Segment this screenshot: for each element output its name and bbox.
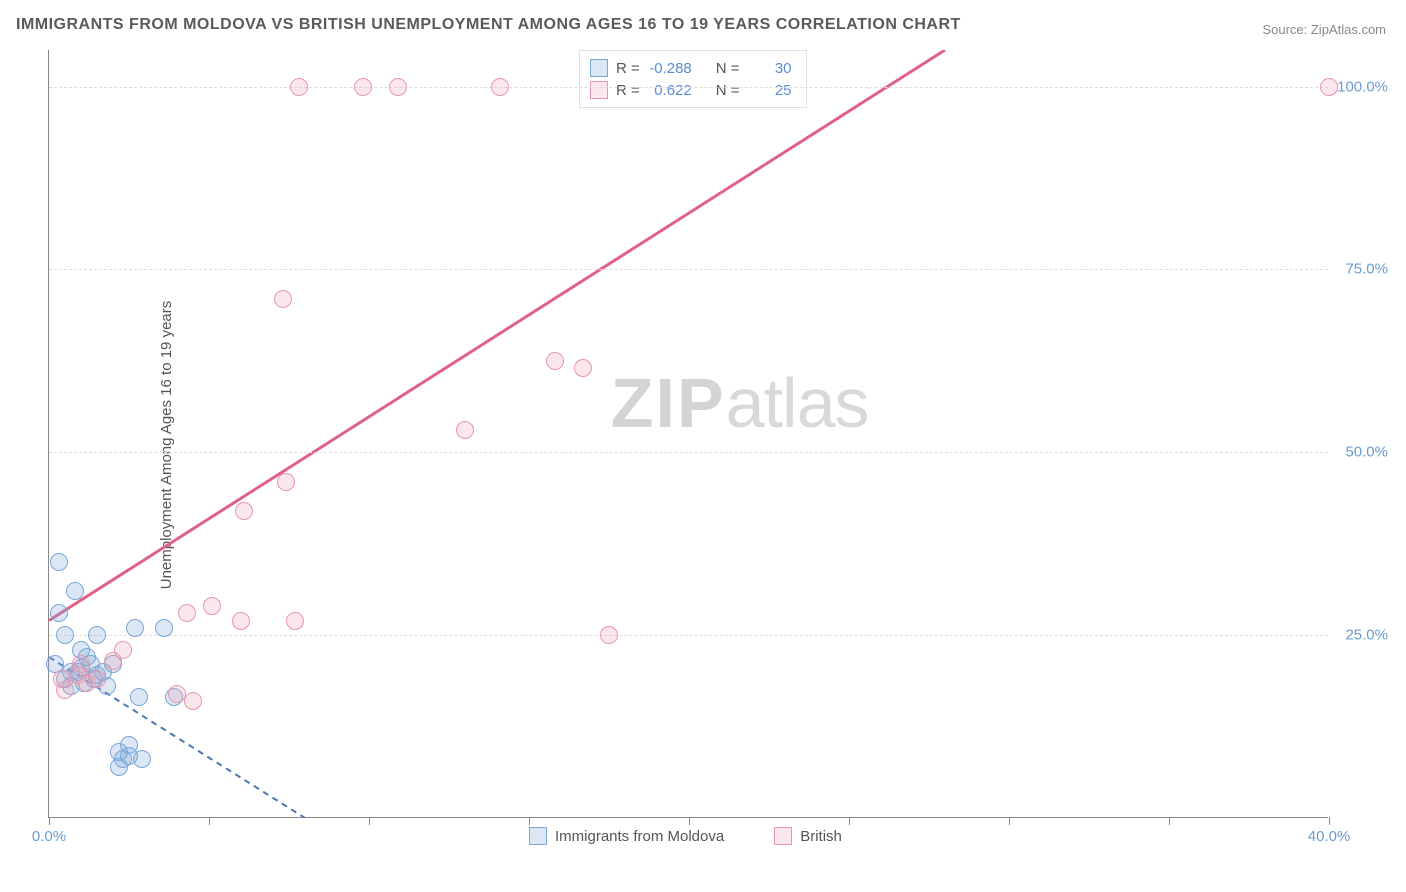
gridline-h bbox=[49, 452, 1328, 453]
series-legend: Immigrants from Moldova British bbox=[529, 827, 842, 845]
scatter-point bbox=[88, 670, 106, 688]
scatter-point bbox=[50, 604, 68, 622]
scatter-point bbox=[286, 612, 304, 630]
trend-line bbox=[49, 50, 945, 621]
scatter-point bbox=[203, 597, 221, 615]
scatter-point bbox=[126, 619, 144, 637]
y-tick-label: 100.0% bbox=[1337, 78, 1388, 95]
r-label-a: R = bbox=[616, 60, 640, 77]
series-legend-item: Immigrants from Moldova bbox=[529, 827, 724, 845]
scatter-point bbox=[184, 692, 202, 710]
series-swatch-a bbox=[529, 827, 547, 845]
y-tick-label: 50.0% bbox=[1345, 444, 1388, 461]
n-label-a: N = bbox=[716, 60, 740, 77]
scatter-point bbox=[1320, 78, 1338, 96]
x-tick-mark bbox=[689, 817, 690, 825]
chart-area: Unemployment Among Ages 16 to 19 years Z… bbox=[48, 50, 1388, 840]
stats-legend-row: R = 0.622 N = 25 bbox=[590, 79, 792, 101]
scatter-point bbox=[290, 78, 308, 96]
x-tick-mark bbox=[209, 817, 210, 825]
x-tick-mark bbox=[849, 817, 850, 825]
scatter-point bbox=[56, 626, 74, 644]
gridline-h bbox=[49, 635, 1328, 636]
scatter-point bbox=[178, 604, 196, 622]
y-tick-label: 25.0% bbox=[1345, 627, 1388, 644]
series-legend-item: British bbox=[774, 827, 842, 845]
scatter-point bbox=[274, 290, 292, 308]
gridline-h bbox=[49, 87, 1328, 88]
scatter-point bbox=[88, 626, 106, 644]
chart-container: IMMIGRANTS FROM MOLDOVA VS BRITISH UNEMP… bbox=[0, 0, 1406, 892]
scatter-point bbox=[491, 78, 509, 96]
scatter-point bbox=[456, 421, 474, 439]
watermark-atlas: atlas bbox=[726, 364, 869, 442]
x-tick-mark bbox=[529, 817, 530, 825]
n-label-b: N = bbox=[716, 82, 740, 99]
scatter-point bbox=[574, 359, 592, 377]
r-label-b: R = bbox=[616, 82, 640, 99]
n-value-a: 30 bbox=[746, 60, 792, 77]
x-tick-mark bbox=[1009, 817, 1010, 825]
r-value-a: -0.288 bbox=[646, 60, 692, 77]
legend-stat-a: R = -0.288 N = 30 bbox=[616, 60, 792, 77]
trend-lines-svg bbox=[49, 50, 1329, 818]
scatter-point bbox=[50, 553, 68, 571]
scatter-point bbox=[72, 655, 90, 673]
scatter-point bbox=[155, 619, 173, 637]
x-tick-label: 0.0% bbox=[32, 828, 66, 845]
x-tick-label: 40.0% bbox=[1308, 828, 1351, 845]
x-tick-mark bbox=[49, 817, 50, 825]
scatter-point bbox=[56, 681, 74, 699]
series-label-a: Immigrants from Moldova bbox=[555, 828, 724, 845]
scatter-point bbox=[354, 78, 372, 96]
scatter-point bbox=[133, 750, 151, 768]
watermark-zip: ZIP bbox=[611, 364, 726, 442]
x-tick-mark bbox=[1329, 817, 1330, 825]
series-swatch-b bbox=[774, 827, 792, 845]
scatter-point bbox=[114, 641, 132, 659]
scatter-point bbox=[66, 582, 84, 600]
n-value-b: 25 bbox=[746, 82, 792, 99]
stats-legend-row: R = -0.288 N = 30 bbox=[590, 57, 792, 79]
scatter-point bbox=[600, 626, 618, 644]
legend-stat-b: R = 0.622 N = 25 bbox=[616, 82, 792, 99]
r-value-b: 0.622 bbox=[646, 82, 692, 99]
y-tick-label: 75.0% bbox=[1345, 261, 1388, 278]
gridline-h bbox=[49, 269, 1328, 270]
x-tick-mark bbox=[1169, 817, 1170, 825]
scatter-point bbox=[232, 612, 250, 630]
scatter-point bbox=[130, 688, 148, 706]
legend-swatch-b bbox=[590, 81, 608, 99]
chart-title: IMMIGRANTS FROM MOLDOVA VS BRITISH UNEMP… bbox=[16, 16, 961, 34]
series-label-b: British bbox=[800, 828, 842, 845]
x-tick-mark bbox=[369, 817, 370, 825]
scatter-point bbox=[546, 352, 564, 370]
scatter-point bbox=[389, 78, 407, 96]
stats-legend: R = -0.288 N = 30 R = 0.622 N = 25 bbox=[579, 50, 807, 108]
plot-region: ZIPatlas R = -0.288 N = 30 R = bbox=[48, 50, 1328, 818]
source-attribution: Source: ZipAtlas.com bbox=[1262, 22, 1386, 37]
scatter-point bbox=[277, 473, 295, 491]
scatter-point bbox=[235, 502, 253, 520]
watermark: ZIPatlas bbox=[611, 363, 869, 443]
legend-swatch-a bbox=[590, 59, 608, 77]
